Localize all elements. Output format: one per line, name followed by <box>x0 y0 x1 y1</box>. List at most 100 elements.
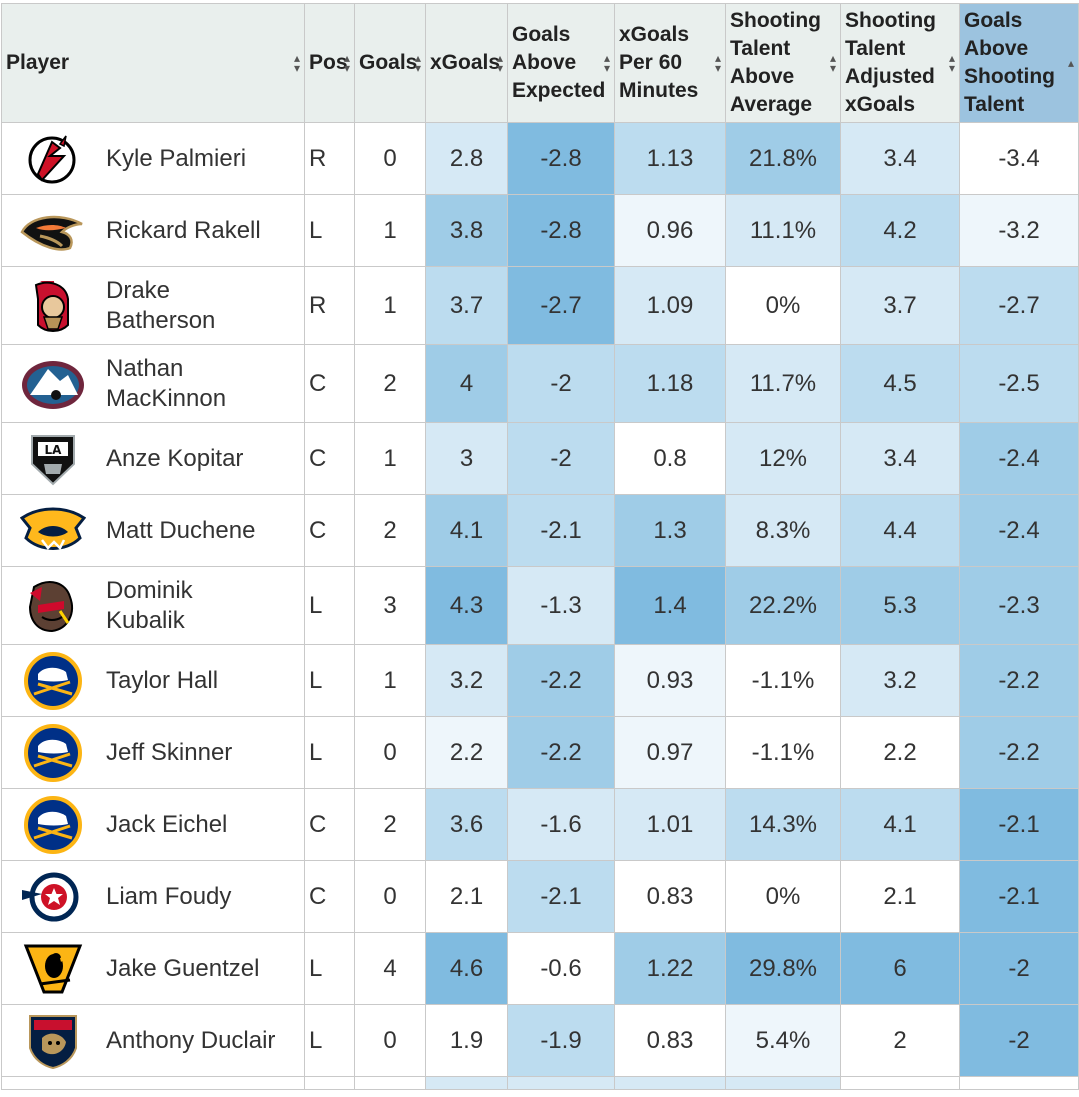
player-name[interactable]: Jeff Skinner <box>106 738 233 766</box>
xgoals-cell: 4.3 <box>425 566 508 645</box>
goals-cell: 2 <box>354 494 426 567</box>
shooting-talent-adjusted-xgoals-cell: 4.1 <box>840 788 960 861</box>
blue-jackets-logo-icon <box>20 868 86 926</box>
goals-above-shooting-talent-cell: -2.5 <box>959 344 1079 423</box>
table-row[interactable]: Liam Foudy C 0 2.1 -2.1 0.83 0% 2.1 -2.1 <box>1 860 1079 933</box>
partial-cell <box>507 1076 615 1090</box>
goals-above-expected-cell: -1.3 <box>507 566 615 645</box>
partial-cell <box>725 1076 841 1090</box>
sort-icon: ▴ ▾ <box>829 51 836 75</box>
table-row[interactable]: Jack Eichel C 2 3.6 -1.6 1.01 14.3% 4.1 -2.1 <box>1 788 1079 861</box>
shooting-talent-adjusted-xgoals-cell: 3.4 <box>840 122 960 195</box>
partial-cell <box>614 1076 726 1090</box>
sort-icon: ▴ ▾ <box>496 51 503 75</box>
goals-above-shooting-talent-cell: -2 <box>959 932 1079 1005</box>
pos-cell: L <box>304 716 355 789</box>
goals-above-expected-cell: -2.8 <box>507 194 615 267</box>
sabres-logo-icon <box>20 795 86 854</box>
table-row[interactable]: Taylor Hall L 1 3.2 -2.2 0.93 -1.1% 3.2 -2.2 <box>1 644 1079 717</box>
col-header-goals-above-shooting-talent[interactable]: Goals Above Shooting Talent ▴ <box>959 3 1079 123</box>
table-row[interactable]: Jake Guentzel L 4 4.6 -0.6 1.22 29.8% 6 -2 <box>1 932 1079 1005</box>
player-cell: Jack Eichel <box>1 788 305 861</box>
goals-above-shooting-talent-cell: -2.1 <box>959 788 1079 861</box>
goals-above-shooting-talent-cell: -2.3 <box>959 566 1079 645</box>
table-row[interactable]: LA Anze Kopitar C 1 3 -2 0.8 12% 3.4 -2.4 <box>1 422 1079 495</box>
col-header-pos[interactable]: Pos ▴ ▾ <box>304 3 355 123</box>
col-header-goals-above-expected[interactable]: Goals Above Expected ▴ ▾ <box>507 3 615 123</box>
table-row[interactable]: Matt Duchene C 2 4.1 -2.1 1.3 8.3% 4.4 -2.4 <box>1 494 1079 567</box>
goals-above-expected-cell: -2.1 <box>507 494 615 567</box>
pos-cell: C <box>304 344 355 423</box>
xgoals-per-60-cell: 1.01 <box>614 788 726 861</box>
table-row[interactable]: Dominik Kubalik L 3 4.3 -1.3 1.4 22.2% 5.3 -2.3 <box>1 566 1079 645</box>
player-name[interactable]: Liam Foudy <box>106 882 232 910</box>
table-row[interactable]: Kyle Palmieri R 0 2.8 -2.8 1.13 21.8% 3.4 -3.4 <box>1 122 1079 195</box>
table-row[interactable] <box>1 1076 1079 1090</box>
xgoals-cell: 2.2 <box>425 716 508 789</box>
predators-logo-icon <box>19 502 87 560</box>
player-name[interactable]: Jake Guentzel <box>106 954 260 982</box>
xgoals-per-60-cell: 1.3 <box>614 494 726 567</box>
player-name[interactable]: Anze Kopitar <box>106 444 244 472</box>
devils-logo-icon <box>20 130 86 188</box>
table-row[interactable]: Drake Batherson R 1 3.7 -2.7 1.09 0% 3.7 -2.7 <box>1 266 1079 345</box>
goals-cell: 2 <box>354 344 426 423</box>
xgoals-per-60-cell: 0.97 <box>614 716 726 789</box>
sort-icon: ▴ ▾ <box>343 51 350 75</box>
player-cell: Drake Batherson <box>1 266 305 345</box>
player-cell: Nathan MacKinnon <box>1 344 305 423</box>
col-header-xgoals-per-60[interactable]: xGoals Per 60 Minutes ▴ ▾ <box>614 3 726 123</box>
sort-icon: ▴ ▾ <box>948 51 955 75</box>
player-name[interactable]: Matt Duchene <box>106 516 256 544</box>
player-cell: Dominik Kubalik <box>1 566 305 645</box>
goals-above-expected-cell: -2.1 <box>507 860 615 933</box>
table-row[interactable]: Rickard Rakell L 1 3.8 -2.8 0.96 11.1% 4.2 -3.2 <box>1 194 1079 267</box>
player-name[interactable]: Nathan MacKinnon <box>106 354 227 412</box>
pos-cell: C <box>304 422 355 495</box>
shooting-talent-above-average-cell: 0% <box>725 860 841 933</box>
player-name[interactable]: Kyle Palmieri <box>106 144 247 172</box>
xgoals-per-60-cell: 0.96 <box>614 194 726 267</box>
player-name[interactable]: Rickard Rakell <box>106 216 261 244</box>
penguins-logo-icon <box>20 940 86 998</box>
shooting-talent-adjusted-xgoals-cell: 4.4 <box>840 494 960 567</box>
pos-cell: C <box>304 494 355 567</box>
player-name[interactable]: Drake Batherson <box>106 276 216 334</box>
pos-cell: C <box>304 788 355 861</box>
goals-above-expected-cell: -1.6 <box>507 788 615 861</box>
shooting-talent-adjusted-xgoals-cell: 3.4 <box>840 422 960 495</box>
shooting-talent-above-average-cell: 21.8% <box>725 122 841 195</box>
player-name[interactable]: Taylor Hall <box>106 666 219 694</box>
player-name[interactable]: Dominik Kubalik <box>106 576 193 634</box>
table-row[interactable]: Jeff Skinner L 0 2.2 -2.2 0.97 -1.1% 2.2 -2.2 <box>1 716 1079 789</box>
xgoals-per-60-cell: 1.4 <box>614 566 726 645</box>
sabres-logo-icon <box>20 651 86 710</box>
xgoals-per-60-cell: 1.18 <box>614 344 726 423</box>
goals-above-expected-cell: -2.2 <box>507 644 615 717</box>
pos-cell: L <box>304 194 355 267</box>
shooting-talent-adjusted-xgoals-cell: 5.3 <box>840 566 960 645</box>
table-row[interactable]: Nathan MacKinnon C 2 4 -2 1.18 11.7% 4.5 -2.5 <box>1 344 1079 423</box>
col-header-shooting-talent-above-average[interactable]: Shooting Talent Above Average ▴ ▾ <box>725 3 841 123</box>
player-name[interactable]: Anthony Duclair <box>106 1026 276 1054</box>
partial-cell <box>840 1076 960 1090</box>
player-stats-table: Player ▴ ▾ Pos ▴ ▾ Goals ▴ ▾ xGoals ▴ ▾ Goals Ab… <box>1 3 1079 1090</box>
xgoals-per-60-cell: 0.83 <box>614 860 726 933</box>
xgoals-per-60-cell: 0.83 <box>614 1004 726 1077</box>
goals-cell: 1 <box>354 266 426 345</box>
table-row[interactable]: Anthony Duclair L 0 1.9 -1.9 0.83 5.4% 2 -2 <box>1 1004 1079 1077</box>
player-cell: Jeff Skinner <box>1 716 305 789</box>
col-header-shooting-talent-adjusted-xgoals[interactable]: Shooting Talent Adjusted xGoals ▴ ▾ <box>840 3 960 123</box>
col-header-xgoals[interactable]: xGoals ▴ ▾ <box>425 3 508 123</box>
shooting-talent-above-average-cell: 14.3% <box>725 788 841 861</box>
col-header-goals[interactable]: Goals ▴ ▾ <box>354 3 426 123</box>
goals-above-expected-cell: -1.9 <box>507 1004 615 1077</box>
shooting-talent-above-average-cell: 22.2% <box>725 566 841 645</box>
partial-cell <box>425 1076 508 1090</box>
col-header-player[interactable]: Player ▴ ▾ <box>1 3 305 123</box>
player-name[interactable]: Jack Eichel <box>106 810 228 838</box>
shooting-talent-adjusted-xgoals-cell: 4.5 <box>840 344 960 423</box>
xgoals-cell: 3.2 <box>425 644 508 717</box>
shooting-talent-adjusted-xgoals-cell: 3.7 <box>840 266 960 345</box>
shooting-talent-above-average-cell: 11.7% <box>725 344 841 423</box>
